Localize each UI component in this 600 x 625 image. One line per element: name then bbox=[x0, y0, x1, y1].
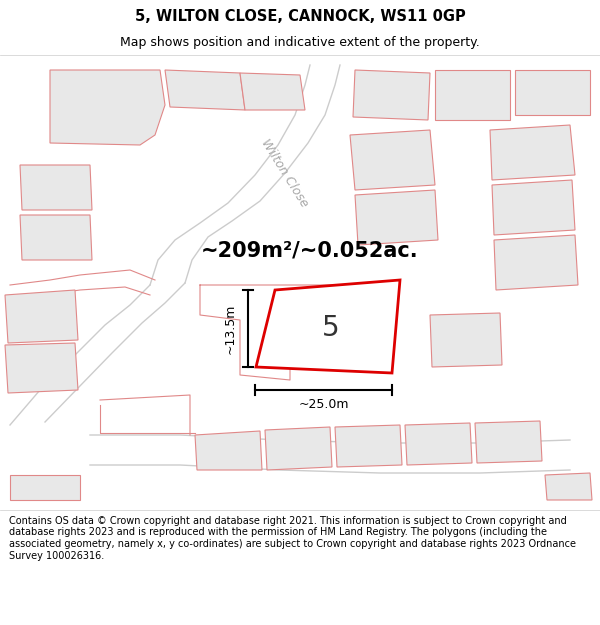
Polygon shape bbox=[20, 215, 92, 260]
Polygon shape bbox=[350, 130, 435, 190]
Polygon shape bbox=[50, 70, 165, 145]
Text: ~25.0m: ~25.0m bbox=[298, 399, 349, 411]
Text: Wilton Close: Wilton Close bbox=[259, 136, 311, 209]
Polygon shape bbox=[545, 473, 592, 500]
Text: 5: 5 bbox=[322, 314, 340, 341]
Polygon shape bbox=[515, 70, 590, 115]
Polygon shape bbox=[353, 70, 430, 120]
Polygon shape bbox=[435, 70, 510, 120]
Polygon shape bbox=[494, 235, 578, 290]
Polygon shape bbox=[430, 313, 502, 367]
Polygon shape bbox=[240, 73, 305, 110]
Polygon shape bbox=[490, 125, 575, 180]
Polygon shape bbox=[10, 475, 80, 500]
Polygon shape bbox=[5, 343, 78, 393]
Polygon shape bbox=[20, 165, 92, 210]
Polygon shape bbox=[165, 70, 245, 110]
Text: Map shows position and indicative extent of the property.: Map shows position and indicative extent… bbox=[120, 36, 480, 49]
Polygon shape bbox=[475, 421, 542, 463]
Polygon shape bbox=[265, 427, 332, 470]
Text: ~209m²/~0.052ac.: ~209m²/~0.052ac. bbox=[201, 240, 419, 260]
Polygon shape bbox=[355, 190, 438, 245]
Polygon shape bbox=[5, 290, 78, 343]
Polygon shape bbox=[492, 180, 575, 235]
Polygon shape bbox=[335, 425, 402, 467]
Polygon shape bbox=[256, 280, 400, 373]
Polygon shape bbox=[195, 431, 262, 470]
Text: Contains OS data © Crown copyright and database right 2021. This information is : Contains OS data © Crown copyright and d… bbox=[9, 516, 576, 561]
Text: ~13.5m: ~13.5m bbox=[223, 303, 236, 354]
Polygon shape bbox=[405, 423, 472, 465]
Text: 5, WILTON CLOSE, CANNOCK, WS11 0GP: 5, WILTON CLOSE, CANNOCK, WS11 0GP bbox=[134, 9, 466, 24]
